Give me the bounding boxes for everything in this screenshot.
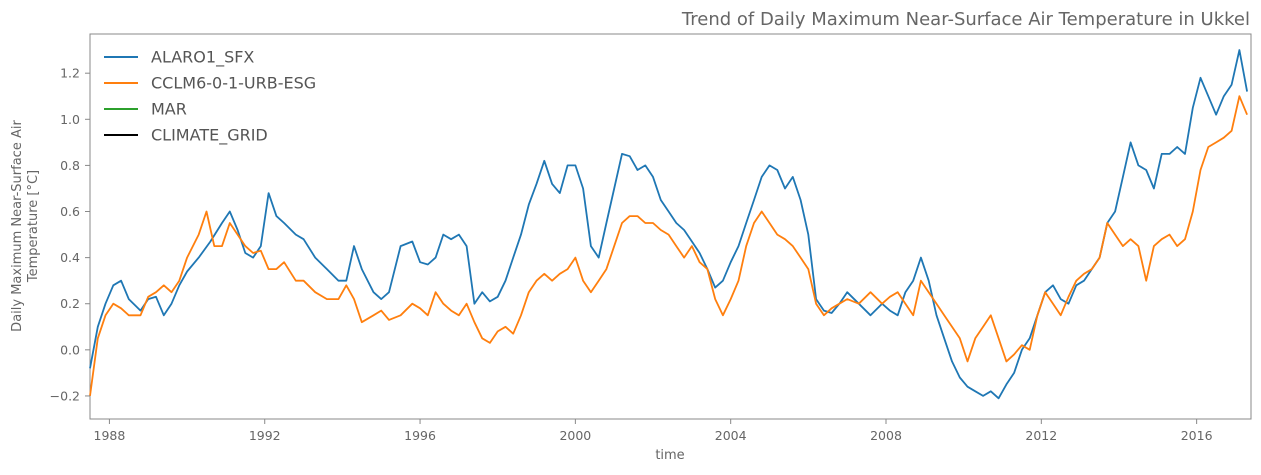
y-axis: −0.2 0.0 0.2 0.4 0.6 0.8 1.0 1.2 bbox=[50, 66, 90, 403]
y-axis-label-line-2: Temperature [°C] bbox=[26, 170, 41, 283]
legend: ALARO1_SFX CCLM6-0-1-URB-ESG MAR CLIMATE_GR… bbox=[104, 48, 316, 146]
x-tick-label: 1988 bbox=[94, 428, 126, 443]
y-tick-label: 0.0 bbox=[60, 342, 80, 357]
plot-frame bbox=[89, 33, 1252, 420]
legend-label-0: ALARO1_SFX bbox=[151, 48, 254, 68]
series-line-1 bbox=[89, 95, 1248, 397]
x-tick-label: 2008 bbox=[870, 428, 902, 443]
x-axis-label: time bbox=[655, 448, 684, 463]
y-tick-label: 0.4 bbox=[60, 250, 80, 265]
chart-title: Trend of Daily Maximum Near-Surface Air … bbox=[681, 9, 1250, 30]
x-tick-label: 2016 bbox=[1181, 428, 1213, 443]
y-axis-label-line-1: Daily Maximum Near-Surface Air bbox=[10, 120, 25, 332]
y-tick-label: −0.2 bbox=[50, 388, 80, 403]
x-tick-label: 1992 bbox=[249, 428, 281, 443]
series-layer bbox=[89, 49, 1248, 400]
y-tick-label: 0.8 bbox=[60, 158, 80, 173]
x-tick-label: 2000 bbox=[559, 428, 591, 443]
y-tick-label: 0.2 bbox=[60, 296, 80, 311]
x-tick-label: 2004 bbox=[715, 428, 747, 443]
series-line-0 bbox=[89, 49, 1248, 400]
y-tick-label: 0.6 bbox=[60, 204, 80, 219]
x-tick-label: 1996 bbox=[404, 428, 436, 443]
legend-label-1: CCLM6-0-1-URB-ESG bbox=[151, 74, 316, 93]
y-tick-label: 1.0 bbox=[60, 112, 80, 127]
x-axis: 1988 1992 1996 2000 2004 2008 2012 2016 bbox=[94, 419, 1213, 443]
y-axis-label: Daily Maximum Near-Surface Air Temperatu… bbox=[10, 120, 41, 332]
y-tick-label: 1.2 bbox=[60, 66, 80, 81]
legend-label-2: MAR bbox=[151, 100, 187, 119]
legend-label-3: CLIMATE_GRID bbox=[151, 126, 268, 146]
x-tick-label: 2012 bbox=[1025, 428, 1057, 443]
